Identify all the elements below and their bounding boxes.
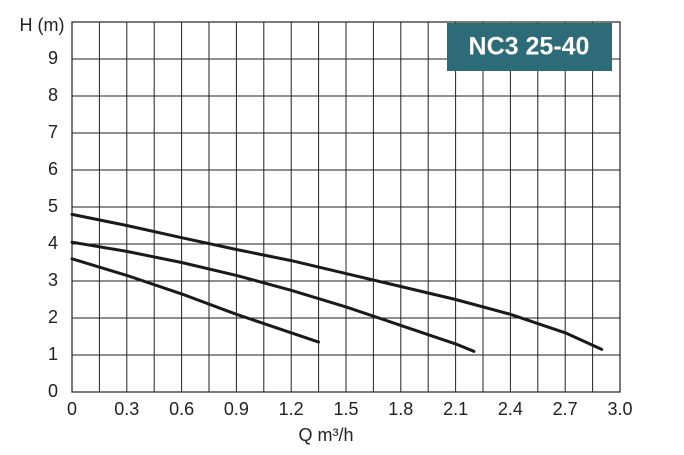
curve <box>70 212 604 351</box>
x-tick-label: 1.8 <box>388 399 413 419</box>
x-tick-label: 2.1 <box>443 399 468 419</box>
x-tick-label: 1.5 <box>333 399 358 419</box>
x-axis-label: Q m³/h <box>298 425 353 445</box>
x-tick-label: 2.7 <box>553 399 578 419</box>
title-badge <box>447 23 612 71</box>
y-tick-label: 1 <box>48 344 58 364</box>
x-tick-label: 1.2 <box>279 399 304 419</box>
x-tick-label: 0.6 <box>169 399 194 419</box>
y-tick-label: 2 <box>48 307 58 327</box>
y-tick-label: 7 <box>48 122 58 142</box>
x-tick-label: 0 <box>67 399 77 419</box>
curve <box>70 257 321 344</box>
x-tick-label: 0.3 <box>114 399 139 419</box>
x-tick-label: 2.4 <box>498 399 523 419</box>
chart-title: NC3 25-40 <box>469 33 590 61</box>
y-tick-label: 9 <box>48 48 58 68</box>
x-tick-label: 3.0 <box>607 399 632 419</box>
y-tick-label: 3 <box>48 270 58 290</box>
y-tick-label: 8 <box>48 85 58 105</box>
y-tick-label: 4 <box>48 233 58 253</box>
x-tick-label: 0.9 <box>224 399 249 419</box>
y-tick-label: 0 <box>48 381 58 401</box>
curve <box>70 240 476 353</box>
y-tick-label: 6 <box>48 159 58 179</box>
y-axis-label: H (m) <box>20 15 65 35</box>
y-tick-label: 5 <box>48 196 58 216</box>
